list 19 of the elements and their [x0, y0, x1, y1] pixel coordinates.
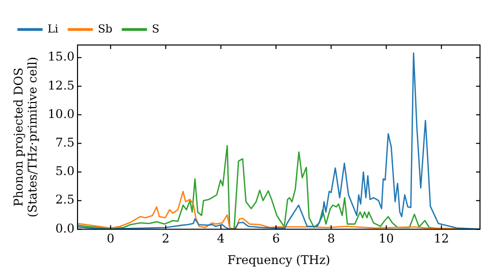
legend-label: Sb — [98, 22, 112, 36]
x-tick-label: 10 — [378, 232, 394, 246]
y-tick-label: 10.0 — [48, 106, 75, 121]
legend-label: S — [152, 22, 160, 36]
x-tick-label: 6 — [272, 232, 280, 246]
y-tick-label: 15.0 — [48, 50, 75, 64]
x-tick-label: 8 — [327, 232, 335, 246]
x-axis-title: Frequency (THz) — [227, 252, 330, 267]
y-tick-label: 12.5 — [48, 78, 75, 92]
y-tick-label: 7.5 — [55, 136, 75, 150]
x-tick-label: 2 — [162, 232, 170, 246]
x-tick-label: 12 — [434, 232, 450, 246]
x-tick-label: 4 — [217, 232, 226, 246]
y-tick-label: 5.0 — [55, 164, 75, 178]
x-tick-label: 0 — [106, 232, 114, 246]
y-tick-label: 0.0 — [55, 221, 75, 236]
legend-label: Li — [48, 22, 59, 36]
y-tick-label: 2.5 — [55, 192, 75, 207]
y-axis-title: Phonon projected DOS (States/THz·primitive cell) — [11, 56, 40, 218]
